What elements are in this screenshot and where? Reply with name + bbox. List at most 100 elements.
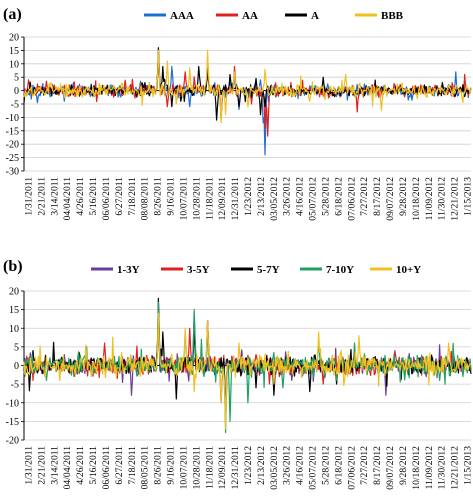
legend-label-A: A	[311, 10, 319, 22]
x-tick-label: 04/04/2011	[62, 446, 73, 490]
y-tick-label: -25	[6, 153, 19, 164]
legend-label-AA: AA	[242, 10, 258, 22]
y-tick-label: 20	[9, 287, 19, 298]
x-tick-label: 06/06/2011	[101, 446, 112, 490]
y-tick-label: 10	[9, 324, 19, 335]
legend-label-1-3Y: 1-3Y	[117, 264, 140, 276]
y-tick-label: -15	[6, 417, 19, 428]
x-tick-label: 11/09/2012	[424, 177, 435, 221]
y-tick-label: 0	[14, 361, 19, 372]
x-tick-label: 7/27/2012	[359, 177, 370, 216]
y-tick-label: 10	[9, 59, 19, 70]
x-tick-label: 12/31/2011	[230, 446, 241, 490]
x-tick-label: 11/30/2012	[437, 177, 448, 221]
x-tick-label: 11/18/2011	[204, 446, 215, 489]
x-tick-label: 10/07/2011	[178, 446, 189, 490]
x-tick-label: 1/15/2013	[463, 446, 473, 485]
series-line-BBB	[23, 49, 472, 124]
x-tick-label: 10/28/2011	[191, 446, 202, 490]
x-tick-label: 9/28/2012	[398, 177, 409, 216]
legend-label-AAA: AAA	[170, 10, 194, 22]
x-tick-label: 2/21/2011	[36, 177, 47, 216]
y-tick-label: -10	[6, 113, 19, 124]
panel-label: (a)	[3, 6, 22, 23]
x-tick-label: 09/07/2012	[385, 446, 396, 490]
x-tick-label: 12/09/2011	[217, 446, 228, 490]
x-tick-label: 03/05/2012	[269, 446, 280, 490]
x-tick-label: 8/26/2011	[153, 446, 164, 485]
panel-label: (b)	[3, 258, 23, 275]
x-tick-label: 11/30/2012	[437, 446, 448, 490]
x-tick-label: 3/26/2012	[282, 177, 293, 216]
x-tick-label: 3/14/2011	[49, 446, 60, 485]
x-tick-label: 5/16/2011	[88, 177, 99, 216]
x-tick-label: 2/13/2012	[256, 446, 267, 485]
x-tick-label: 1/23/2012	[243, 446, 254, 485]
y-tick-label: -10	[6, 398, 19, 409]
x-tick-label: 09/07/2012	[385, 177, 396, 221]
x-tick-label: 4/26/2011	[75, 446, 86, 485]
x-tick-label: 10/07/2011	[178, 177, 189, 221]
x-tick-label: 06/06/2011	[101, 177, 112, 221]
x-tick-label: 1/31/2011	[24, 177, 35, 216]
x-tick-label: 1/31/2011	[24, 446, 35, 485]
x-tick-label: 8/17/2012	[372, 177, 383, 216]
y-tick-label: -15	[6, 126, 19, 137]
x-tick-label: 11/09/2012	[424, 446, 435, 490]
legend-label-3-5Y: 3-5Y	[187, 264, 210, 276]
x-tick-label: 6/27/2011	[114, 177, 125, 216]
x-tick-label: 7/18/2011	[127, 177, 138, 216]
y-tick-label: -30	[6, 167, 19, 178]
x-tick-label: 8/26/2011	[153, 177, 164, 216]
y-tick-label: 5	[14, 73, 19, 84]
legend-label-BBB: BBB	[381, 10, 404, 22]
y-tick-label: -5	[11, 380, 19, 391]
x-tick-label: 6/18/2012	[333, 177, 344, 216]
x-tick-label: 9/28/2012	[398, 446, 409, 485]
x-tick-label: 10/18/2012	[411, 446, 422, 490]
x-tick-label: 12/21/2012	[450, 446, 461, 490]
x-tick-label: 4/16/2012	[295, 446, 306, 485]
x-tick-label: 1/15/2013	[463, 177, 473, 216]
x-tick-label: 5/28/2012	[320, 177, 331, 216]
series-line-AA	[23, 52, 472, 137]
x-tick-label: 5/16/2011	[88, 446, 99, 485]
x-tick-label: 12/09/2011	[217, 177, 228, 221]
x-tick-label: 3/26/2012	[282, 446, 293, 485]
x-tick-label: 9/16/2011	[166, 446, 177, 485]
x-tick-label: 03/05/2012	[269, 177, 280, 221]
y-tick-label: 5	[14, 342, 19, 353]
chart-panel-1: (a) AAA AA A BBB20151050-5-10-15-20-25-301/3…	[3, 6, 473, 221]
x-tick-label: 2/13/2012	[256, 177, 267, 216]
legend-label-5-7Y: 5-7Y	[257, 264, 280, 276]
x-tick-label: 9/16/2011	[166, 177, 177, 216]
x-tick-label: 3/14/2011	[49, 177, 60, 216]
chart-panel-2: (b) 1-3Y 3-5Y 5-7Y 7-10Y 10+Y 20 15 10 5 0 -5 -10 -15…	[3, 258, 473, 490]
x-tick-label: 5/28/2012	[320, 446, 331, 485]
x-tick-label: 05/07/2012	[308, 177, 319, 221]
x-tick-label: 1/23/2012	[243, 177, 254, 216]
x-tick-label: 8/17/2012	[372, 446, 383, 485]
y-tick-label: -20	[6, 436, 19, 447]
x-tick-label: 10/18/2012	[411, 177, 422, 221]
y-tick-label: 15	[9, 305, 19, 316]
x-tick-label: 7/27/2012	[359, 446, 370, 485]
y-tick-label: 15	[9, 46, 19, 57]
x-tick-label: 05/07/2012	[308, 446, 319, 490]
x-tick-label: 08/08/2011	[140, 177, 151, 221]
x-tick-label: 04/04/2011	[62, 177, 73, 221]
x-tick-label: 10/28/2011	[191, 177, 202, 221]
legend-label-7-10Y: 7-10Y	[326, 264, 354, 276]
series-line-10+Y	[23, 312, 472, 430]
x-tick-label: 7/18/2011	[127, 446, 138, 485]
x-tick-label: 11/18/2011	[204, 177, 215, 220]
y-tick-label: -20	[6, 140, 19, 151]
legend-label-10+Y: 10+Y	[396, 264, 421, 276]
x-tick-label: 6/27/2011	[114, 446, 125, 485]
y-tick-label: 0	[14, 86, 19, 97]
y-tick-label: -5	[11, 100, 19, 111]
x-tick-label: 07/06/2012	[346, 446, 357, 490]
x-tick-label: 07/06/2012	[346, 177, 357, 221]
x-tick-label: 4/26/2011	[75, 177, 86, 216]
